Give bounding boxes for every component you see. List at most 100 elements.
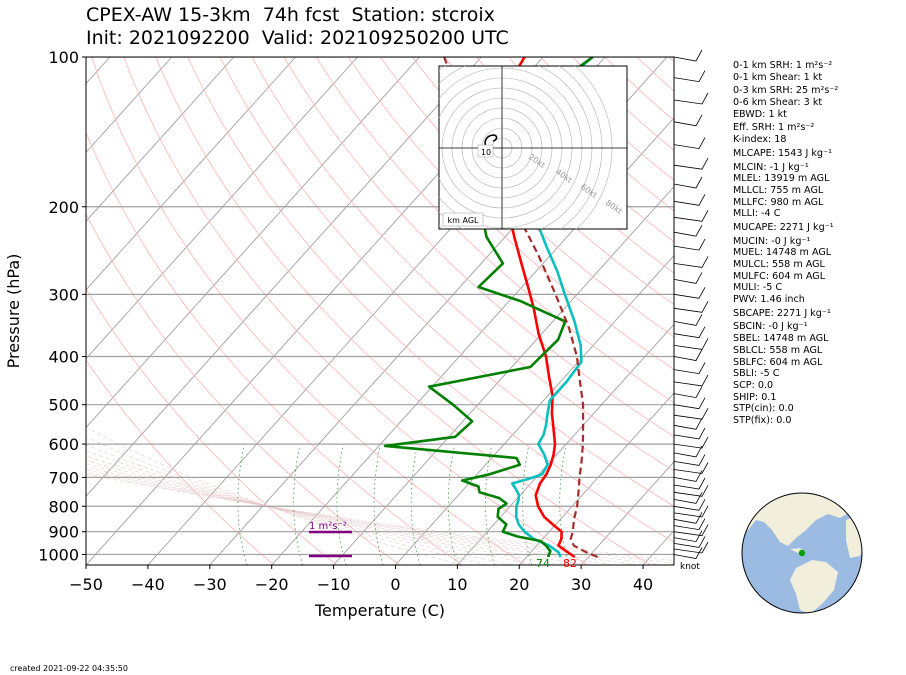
wind-barb [673,418,703,430]
wind-barb [673,427,706,440]
index-line: SBCAPE: 2271 J kg⁻¹ [733,307,831,319]
index-line: MLLCL: 755 m AGL [733,184,824,196]
index-line: MLLFC: 980 m AGL [733,196,824,208]
wind-barb [673,436,709,449]
y-tick-label: 800 [48,497,79,516]
dry-adiabat-line [155,57,651,565]
wind-barb [673,470,703,482]
index-line: K-index: 18 [733,134,787,146]
index-line: MLEL: 13919 m AGL [733,173,830,185]
mixing-ratio-line [293,444,303,565]
wind-barb [673,176,703,189]
isotherm-line [86,57,235,222]
x-tick-label: 10 [447,575,467,594]
y-tick-label: 900 [48,523,79,542]
x-tick-label: 40 [633,575,653,594]
index-line: MLCAPE: 1543 J kg⁻¹ [733,147,832,159]
y-tick-label: 500 [48,396,79,415]
wind-barb [673,462,709,474]
chart-title-line2: Init: 2021092200 Valid: 202109250200 UTC [86,27,509,49]
x-tick-label: −50 [69,575,103,594]
hodograph-units-label: km AGL [448,216,480,225]
isotherm-line [86,57,173,154]
wind-barb [673,524,709,537]
dry-adiabat-line [187,57,674,543]
dry-adiabat-line [86,359,275,565]
dry-adiabat-line [219,57,674,507]
y-tick-label: 300 [48,285,79,304]
wind-barb [673,301,709,313]
index-line: SBLFC: 604 m AGL [733,356,823,368]
dry-adiabat-line [444,57,674,274]
wind-barb [673,408,709,420]
wind-barb [673,49,703,62]
isotherm-line [457,323,674,565]
isotherm-line [86,57,358,360]
dry-adiabat-line [91,57,526,565]
dry-adiabat-line [411,57,674,306]
wind-barb [673,374,709,387]
dry-adiabat-line [315,57,674,404]
wind-barb [673,272,703,284]
index-line: SCP: 0.0 [733,379,774,391]
wind-barb [673,349,703,361]
dry-adiabat-line [379,57,674,338]
index-line: SBCIN: -0 J kg⁻¹ [733,321,808,333]
isotherm-line [395,254,674,565]
wind-barb [673,70,706,83]
isotherm-line [580,461,674,565]
wind-barb [673,314,703,326]
x-tick-label: −10 [317,575,351,594]
isotherm-line [86,57,482,497]
moist-adiabat-line [86,444,513,565]
isotherm-line [518,392,674,565]
mixing-ratio-line [237,444,248,565]
wind-barb [673,225,703,237]
y-tick-label: 100 [48,48,79,67]
index-line: MULCL: 558 m AGL [733,259,825,270]
moist-adiabat-line [86,471,674,564]
index-line: STP(cin): 0.0 [733,403,794,415]
moist-adiabat-line [86,426,463,565]
isotherm-line [271,117,674,565]
index-line: SBLI: -5 C [733,368,780,380]
dry-adiabat-line [86,131,463,565]
wind-barb [673,362,706,375]
index-line: 0-1 km Shear: 1 kt [733,71,823,83]
index-line: SHIP: 0.1 [733,391,777,403]
wind-barb [673,210,709,222]
moist-adiabat-line [86,436,488,565]
x-tick-label: 0 [390,575,400,594]
wind-barb [673,397,706,410]
wind-barb [673,194,706,206]
wind-barb [673,338,709,350]
wind-barb [673,547,703,559]
sounding-indices-panel: 0-1 km SRH: 1 m²s⁻² 0-1 km Shear: 1 kt 0-3… [733,58,838,427]
srh-bar-label: 1 m²s⁻² [309,521,347,532]
wind-barb [673,287,706,299]
location-globe [741,492,863,614]
wind-barb [673,530,703,543]
barb-unit-label: knot [680,562,700,572]
wind-barb [673,137,706,150]
index-line: STP(fix): 0.0 [733,414,792,426]
wind-barb [673,485,709,497]
wind-barb [673,492,703,504]
wind-barb [673,541,709,554]
moist-adiabat-line [86,473,674,561]
y-tick-label: 600 [48,435,79,454]
surface-dewpoint-label: 74 [536,557,550,570]
moist-adiabat-line [86,450,538,565]
hodograph-height-label: 10 [481,148,491,157]
wind-barb [673,536,706,548]
dry-adiabat-line [86,288,337,565]
wind-barb [673,386,703,399]
wind-barb [673,445,703,458]
y-tick-label: 700 [48,468,79,487]
wind-barb [673,477,706,490]
wind-barb [673,454,706,466]
wind-barb [673,238,706,251]
wind-barb [673,256,709,268]
